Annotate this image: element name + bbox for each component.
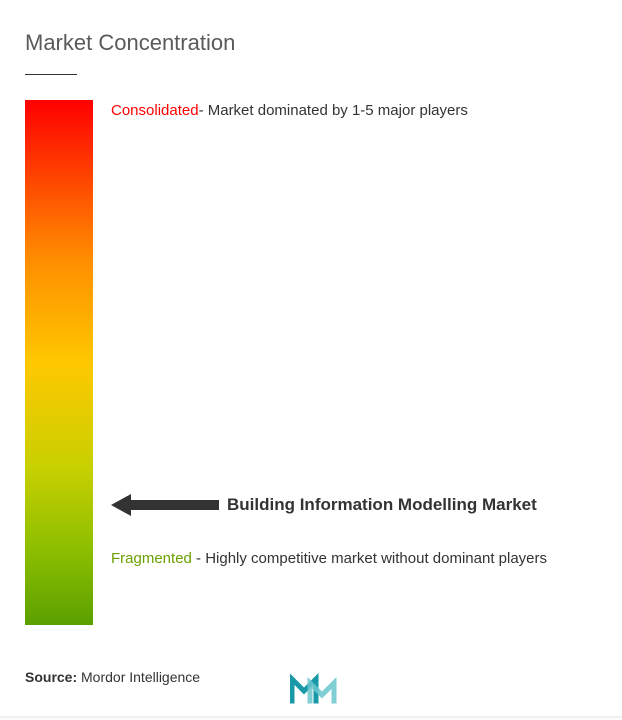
market-name-label: Building Information Modelling Market xyxy=(227,495,537,515)
bottom-shadow xyxy=(0,716,622,720)
labels-area: Consolidated- Market dominated by 1-5 ma… xyxy=(93,100,597,625)
fragmented-label: Fragmented - Highly competitive market w… xyxy=(111,545,587,572)
page-title: Market Concentration xyxy=(25,30,597,56)
concentration-gradient-bar xyxy=(25,100,93,625)
arrow-icon xyxy=(111,496,219,514)
market-position-pointer: Building Information Modelling Market xyxy=(111,495,597,515)
fragmented-description: - Highly competitive market without domi… xyxy=(192,550,547,567)
source-name: Mordor Intelligence xyxy=(77,669,200,685)
source-label: Source: xyxy=(25,669,77,685)
fragmented-highlight: Fragmented xyxy=(111,550,192,567)
source-attribution: Source: Mordor Intelligence xyxy=(25,669,200,685)
title-divider xyxy=(25,74,77,75)
content-area: Consolidated- Market dominated by 1-5 ma… xyxy=(25,100,597,625)
consolidated-description: - Market dominated by 1-5 major players xyxy=(199,102,468,119)
consolidated-label: Consolidated- Market dominated by 1-5 ma… xyxy=(111,100,597,121)
arrow-head xyxy=(111,494,131,516)
arrow-line xyxy=(129,500,219,510)
consolidated-highlight: Consolidated xyxy=(111,102,199,119)
mordor-logo-icon xyxy=(290,673,338,705)
